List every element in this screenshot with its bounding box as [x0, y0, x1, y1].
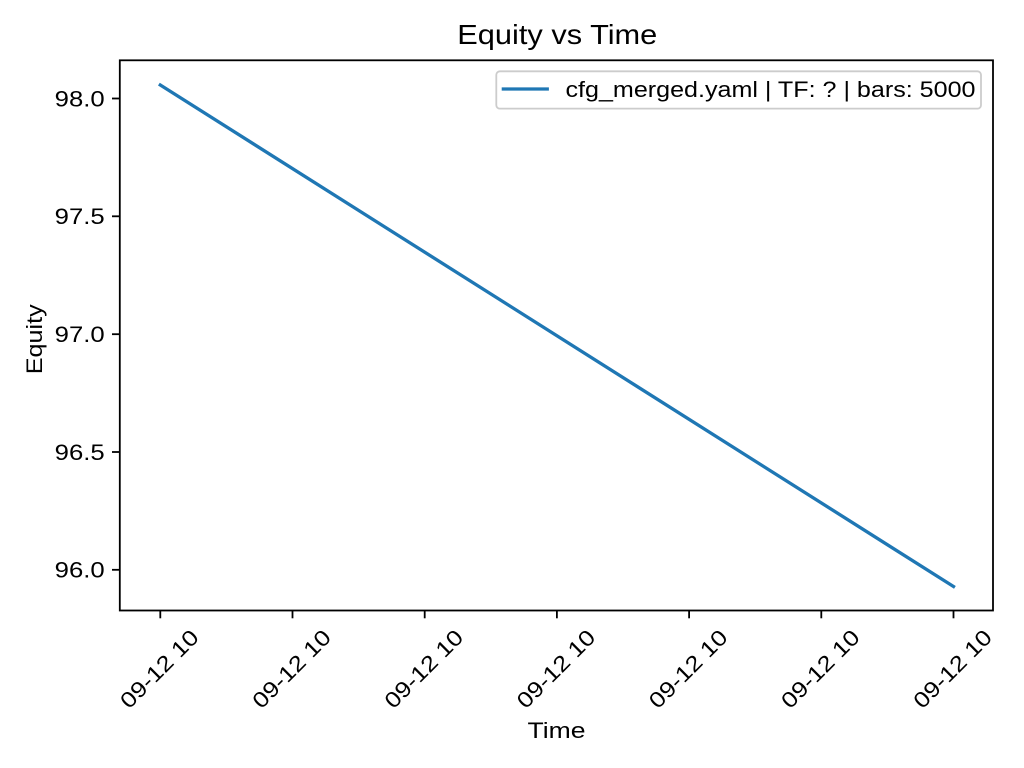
svg-text:97.5: 97.5 — [55, 204, 105, 229]
svg-text:98.0: 98.0 — [55, 86, 105, 111]
svg-text:97.0: 97.0 — [55, 322, 105, 347]
svg-text:cfg_merged.yaml | TF: ? | bars: cfg_merged.yaml | TF: ? | bars: 5000 — [566, 77, 976, 102]
svg-text:Time: Time — [528, 718, 586, 743]
svg-text:Equity vs Time: Equity vs Time — [457, 19, 657, 50]
svg-text:96.5: 96.5 — [55, 440, 105, 465]
svg-text:Equity: Equity — [22, 304, 47, 374]
svg-text:96.0: 96.0 — [55, 558, 105, 583]
